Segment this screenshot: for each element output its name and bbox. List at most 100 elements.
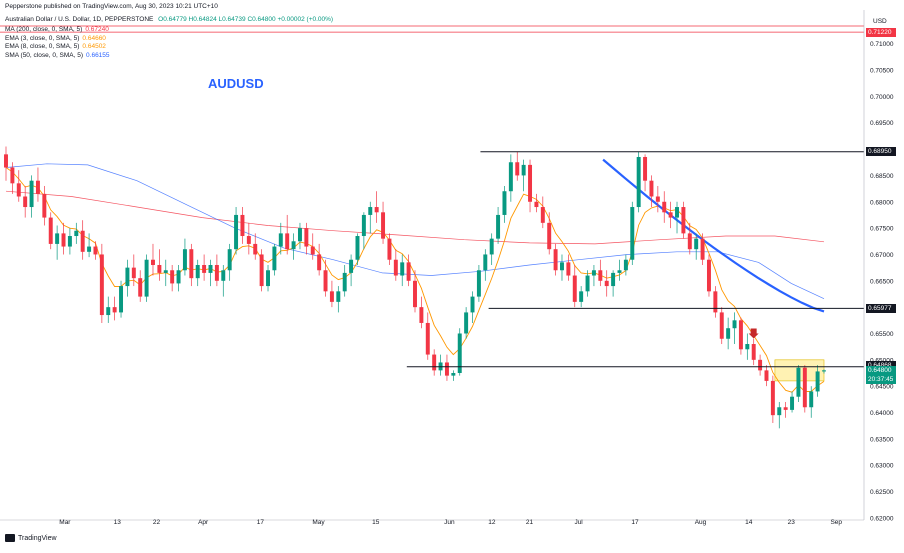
- candle-body: [598, 270, 603, 281]
- candle-body: [790, 396, 795, 410]
- x-tick-label: May: [312, 519, 325, 526]
- y-tick-label: 0.70500: [870, 68, 894, 75]
- y-tick-label: 0.68500: [870, 173, 894, 180]
- candle-body: [195, 264, 200, 279]
- candle-body: [35, 180, 40, 194]
- candle-body: [374, 207, 379, 213]
- candle-body: [266, 270, 270, 287]
- candle-body: [329, 291, 334, 302]
- candle-body: [189, 249, 194, 279]
- x-tick-label: 17: [257, 519, 265, 526]
- candle-body: [317, 254, 322, 271]
- candle-body: [163, 270, 168, 273]
- y-tick-label: 0.67000: [870, 252, 894, 259]
- candle-body: [444, 362, 449, 376]
- candle-body: [361, 214, 366, 237]
- candle-body: [623, 259, 628, 271]
- candle-body: [304, 228, 309, 247]
- candle-body: [87, 246, 92, 252]
- candle-body: [770, 380, 775, 416]
- candle-body: [476, 270, 481, 297]
- candle-body: [796, 367, 801, 397]
- candle-body: [681, 207, 686, 234]
- candle-body: [16, 183, 21, 197]
- candle-body: [579, 291, 584, 302]
- tradingview-logo-icon: [5, 534, 15, 542]
- footer-label: TradingView: [18, 534, 57, 542]
- candle-body: [278, 233, 283, 247]
- candle-body: [758, 359, 763, 371]
- candle-body: [138, 278, 143, 297]
- candle-body: [310, 246, 315, 255]
- candle-body: [822, 370, 826, 372]
- candle-body: [636, 156, 641, 208]
- candle-body: [400, 262, 405, 276]
- footer-brand: TradingView: [5, 534, 57, 542]
- y-tick-label: 0.71000: [870, 41, 894, 48]
- candle-body: [732, 320, 737, 329]
- candle-body: [611, 272, 616, 287]
- price-tag: 0.68950: [866, 147, 896, 157]
- horizontal-lines: [0, 25, 864, 368]
- x-tick-label: 14: [745, 519, 753, 526]
- y-tick-label: 0.62500: [870, 489, 894, 496]
- markers: [748, 328, 759, 339]
- candle-body: [4, 154, 8, 168]
- legend-label: MA (200, close, 0, SMA, 5): [5, 26, 83, 33]
- candle-body: [802, 367, 807, 408]
- candle-body: [297, 228, 302, 242]
- candle-body: [783, 407, 788, 410]
- candle-body: [745, 344, 750, 350]
- candle-body: [336, 291, 341, 302]
- y-tick-label: 0.70000: [870, 94, 894, 101]
- candle-body: [547, 222, 552, 250]
- candle-body: [483, 254, 488, 271]
- candle-body: [515, 162, 520, 176]
- legend-value: 0.64660: [82, 34, 106, 42]
- price-tag: 0.64800: [866, 365, 896, 375]
- y-tick-label: 0.64500: [870, 384, 894, 391]
- candle-body: [591, 270, 596, 276]
- candle-body: [381, 212, 386, 239]
- candle-body: [662, 201, 667, 213]
- down-arrow-icon: [748, 328, 759, 339]
- legend-label: SMA (50, close, 0, SMA, 5): [5, 52, 84, 60]
- candle-body: [23, 196, 28, 208]
- candle-body: [208, 264, 213, 273]
- x-tick-label: Apr: [198, 519, 209, 526]
- candle-body: [457, 333, 462, 374]
- candle-body: [48, 217, 53, 244]
- candle-body: [630, 207, 635, 260]
- candle-body: [655, 196, 660, 202]
- candle-body: [144, 259, 149, 297]
- candle-body: [694, 238, 699, 250]
- candle-body: [687, 233, 692, 250]
- candle-body: [285, 233, 290, 250]
- legend-row[interactable]: EMA (3, close, 0, SMA, 5) 0.64660: [5, 35, 106, 42]
- legend-row[interactable]: MA (200, close, 0, SMA, 5) 0.67240: [5, 26, 109, 33]
- y-tick-label: 0.67500: [870, 226, 894, 233]
- price-tag: 0.71220: [866, 27, 896, 37]
- candle-body: [534, 201, 539, 208]
- price-tag: 20:37:45: [866, 374, 896, 384]
- candle-body: [764, 370, 769, 381]
- candle-body: [713, 291, 718, 313]
- candle-body: [112, 307, 117, 313]
- candle-body: [157, 264, 162, 273]
- candle-body: [342, 272, 347, 292]
- candle-body: [355, 236, 360, 260]
- candle-body: [560, 262, 564, 271]
- legend-row[interactable]: EMA (8, close, 0, SMA, 5) 0.64502: [5, 43, 106, 50]
- candle-body: [387, 238, 392, 260]
- candle-body: [425, 322, 430, 355]
- candle-body: [751, 344, 756, 360]
- x-tick-label: 17: [631, 519, 639, 526]
- candle-body: [470, 296, 475, 313]
- candle-body: [617, 270, 622, 273]
- candle-body: [566, 262, 571, 276]
- candle-body: [119, 286, 124, 313]
- candle-body: [227, 249, 232, 271]
- legend-row[interactable]: SMA (50, close, 0, SMA, 5) 0.66155: [5, 52, 110, 59]
